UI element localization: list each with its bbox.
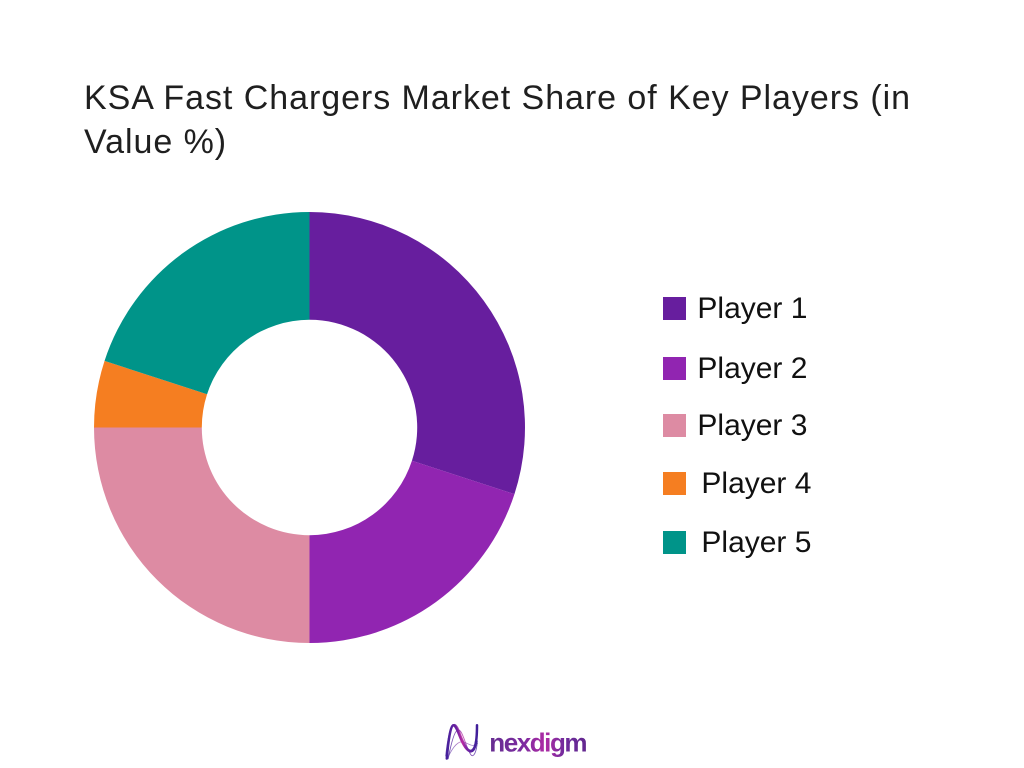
svg-text:nexdigm: nexdigm xyxy=(489,728,586,758)
